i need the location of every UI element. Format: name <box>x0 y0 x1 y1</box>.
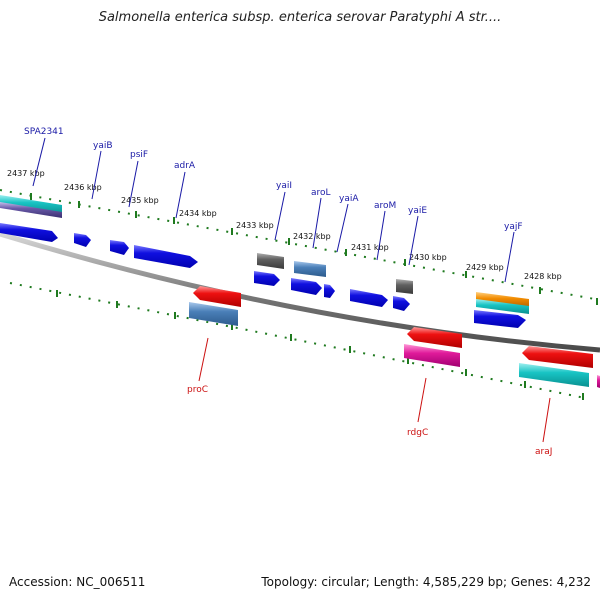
gene-arrow[interactable] <box>393 296 410 311</box>
feature-track-upper <box>0 195 529 314</box>
gene-label[interactable]: yaiB <box>93 141 113 151</box>
feature-block[interactable] <box>597 375 600 388</box>
reverse-strand-genes <box>193 286 593 368</box>
genome-stats-text: Topology: circular; Length: 4,585,229 bp… <box>261 575 591 589</box>
feature-block[interactable] <box>257 253 284 269</box>
scale-label: 2432 kbp <box>293 232 331 241</box>
gene-label[interactable]: araJ <box>535 447 552 457</box>
gene-arrow[interactable] <box>291 278 322 295</box>
feature-block[interactable] <box>396 279 413 294</box>
forward-strand-genes <box>0 223 526 328</box>
gene-arrow[interactable] <box>522 346 593 368</box>
gene-arrow[interactable] <box>134 245 198 268</box>
map-title: Salmonella enterica subsp. enterica sero… <box>98 10 502 25</box>
feature-block[interactable] <box>189 302 238 326</box>
scale-label: 2437 kbp <box>7 169 45 178</box>
gene-label[interactable]: yaiI <box>276 181 292 191</box>
gene-label[interactable]: SPA2341 <box>24 127 64 137</box>
genome-backbone <box>0 231 600 353</box>
feature-track-lower <box>189 302 600 388</box>
feature-block[interactable] <box>0 202 62 218</box>
feature-block[interactable] <box>519 363 589 387</box>
scale-label: 2430 kbp <box>409 253 447 262</box>
scale-label: 2433 kbp <box>236 221 274 230</box>
gene-label[interactable]: adrA <box>174 161 196 171</box>
gene-label[interactable]: aroM <box>374 201 396 211</box>
gene-arrow[interactable] <box>193 286 241 307</box>
scale-label: 2435 kbp <box>121 196 159 205</box>
feature-block[interactable] <box>404 344 460 367</box>
gene-label[interactable]: yajF <box>504 222 523 232</box>
scale-label: 2428 kbp <box>524 272 562 281</box>
gene-arrow[interactable] <box>0 223 58 242</box>
gene-label[interactable]: rdgC <box>407 428 428 438</box>
scale-label: 2429 kbp <box>466 263 504 272</box>
gene-arrow[interactable] <box>254 271 280 286</box>
gene-arrow[interactable] <box>324 284 335 298</box>
feature-block[interactable] <box>476 299 529 314</box>
gene-arrow[interactable] <box>350 289 388 307</box>
gene-label[interactable]: yaiE <box>408 206 427 216</box>
gene-label[interactable]: psiF <box>130 150 148 160</box>
gene-label[interactable]: yaiA <box>339 194 359 204</box>
gene-arrow[interactable] <box>74 233 91 247</box>
reverse-label-leaders <box>198 337 551 443</box>
forward-gene-labels: SPA2341 yaiB psiF adrA yaiI aroL yaiA ar… <box>24 127 523 232</box>
forward-label-leaders <box>32 137 515 283</box>
gene-arrow[interactable] <box>407 327 462 348</box>
gene-label[interactable]: proC <box>187 385 208 395</box>
scale-label: 2431 kbp <box>351 243 389 252</box>
scale-label: 2436 kbp <box>64 183 102 192</box>
major-ticks-inner <box>56 290 584 400</box>
scale-labels: 2437 kbp 2436 kbp 2435 kbp 2434 kbp 2433… <box>7 169 562 281</box>
feature-block[interactable] <box>294 261 326 277</box>
accession-text: Accession: NC_006511 <box>9 575 146 589</box>
scale-label: 2434 kbp <box>179 209 217 218</box>
gene-arrow[interactable] <box>110 240 129 255</box>
gene-arrow[interactable] <box>474 310 526 328</box>
reverse-gene-labels: proC rdgC araJ <box>187 385 552 457</box>
feature-block[interactable] <box>476 292 529 308</box>
major-ticks-outer <box>30 193 598 305</box>
gene-label[interactable]: aroL <box>311 188 331 198</box>
feature-block[interactable] <box>0 195 62 214</box>
